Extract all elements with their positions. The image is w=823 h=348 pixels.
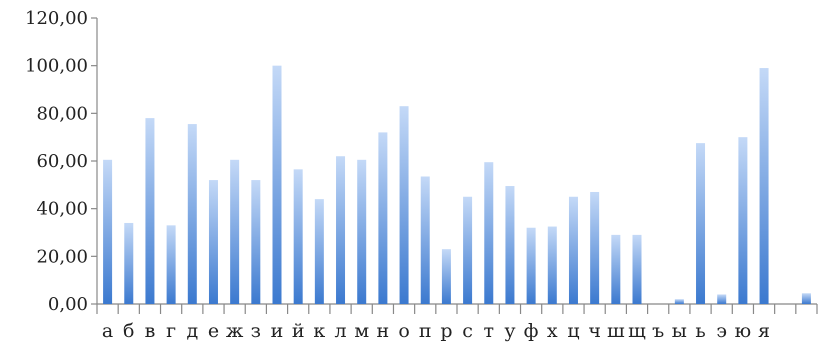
y-axis: 0,00 20,00 40,00 60,00 80,00 100,00 120,00 xyxy=(25,8,98,315)
bar xyxy=(378,132,388,304)
bar xyxy=(801,293,811,304)
category-label: й xyxy=(292,320,305,342)
category-label: щ xyxy=(628,320,646,342)
category-label: р xyxy=(440,320,452,342)
bar xyxy=(674,299,684,304)
bar xyxy=(526,227,536,304)
bar xyxy=(759,68,769,304)
category-label: ч xyxy=(588,320,601,342)
category-label: к xyxy=(313,320,325,342)
bar xyxy=(547,226,557,304)
bar xyxy=(696,143,706,304)
y-tick-label: 120,00 xyxy=(25,8,88,29)
category-label: г xyxy=(166,320,176,342)
bar xyxy=(590,191,600,304)
x-axis xyxy=(96,303,818,314)
bar xyxy=(314,199,324,304)
y-tick-label: 0,00 xyxy=(48,294,88,315)
category-label: с xyxy=(462,320,473,342)
category-label: о xyxy=(398,320,409,342)
category-label: н xyxy=(377,320,390,342)
bar xyxy=(251,180,261,304)
y-tick-label: 80,00 xyxy=(36,103,88,124)
bar xyxy=(717,294,727,304)
bar xyxy=(632,234,642,304)
bar xyxy=(124,222,134,304)
bar xyxy=(357,159,367,304)
category-label: ж xyxy=(226,320,244,342)
category-label: ы xyxy=(672,320,687,342)
y-tick-label: 100,00 xyxy=(25,56,88,77)
bar xyxy=(187,124,197,304)
category-label: у xyxy=(504,320,515,342)
bar xyxy=(420,176,430,304)
bar xyxy=(272,65,282,305)
category-label: м xyxy=(354,320,369,342)
category-label: л xyxy=(334,320,346,342)
bar xyxy=(103,159,113,304)
category-label: п xyxy=(419,320,432,342)
bar xyxy=(441,249,451,304)
category-label: т xyxy=(484,320,495,342)
category-label: е xyxy=(208,320,219,342)
bar xyxy=(505,186,515,304)
category-label: я xyxy=(758,320,770,342)
bar xyxy=(399,106,409,304)
category-label: ш xyxy=(607,320,625,342)
category-label: х xyxy=(547,320,558,342)
bars xyxy=(103,65,811,305)
y-tick-label: 60,00 xyxy=(36,151,88,172)
bar xyxy=(293,169,303,304)
bar xyxy=(463,196,473,304)
category-label: б xyxy=(123,320,134,342)
category-label: д xyxy=(186,320,198,342)
bar xyxy=(208,180,218,304)
category-label: ц xyxy=(567,320,579,342)
bar xyxy=(611,234,621,304)
bar xyxy=(568,196,578,304)
bar xyxy=(336,156,346,304)
category-label: ю xyxy=(735,320,752,342)
category-label: ь xyxy=(695,320,705,342)
category-label: ф xyxy=(524,320,539,342)
bar xyxy=(230,159,240,304)
category-label: и xyxy=(271,320,284,342)
category-label: а xyxy=(102,320,113,342)
category-label: в xyxy=(145,320,156,342)
category-label: э xyxy=(716,320,727,342)
bar xyxy=(738,137,748,304)
bar xyxy=(166,225,176,304)
bar xyxy=(484,162,494,304)
y-tick-label: 40,00 xyxy=(36,199,88,220)
bar xyxy=(145,118,155,304)
category-label: ъ xyxy=(652,320,664,342)
category-label: з xyxy=(251,320,261,342)
y-tick-label: 20,00 xyxy=(36,246,88,267)
